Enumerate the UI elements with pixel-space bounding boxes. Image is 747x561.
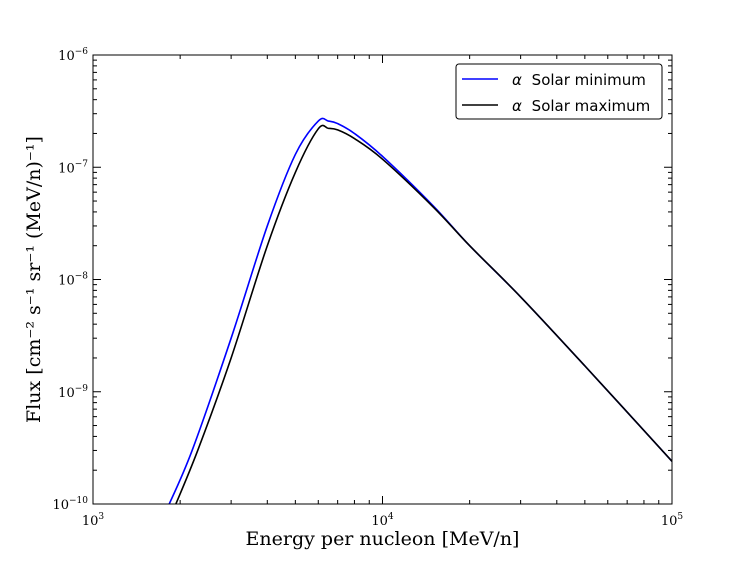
y-tick-label: 10−10 — [52, 496, 88, 513]
legend-text-solar-maximum: Solar maximum — [532, 97, 651, 115]
series-line-solar-maximum — [174, 124, 672, 504]
y-tick-label: 10−7 — [58, 159, 88, 176]
y-tick-label: 10−9 — [58, 384, 88, 401]
x-tick-label: 104 — [371, 512, 394, 529]
legend-label-solar-minimum: α Solar minimum — [512, 71, 646, 89]
y-axis-title: Flux [cm⁻² s⁻¹ sr⁻¹ (MeV/n)⁻¹] — [23, 136, 45, 423]
plot-area — [93, 55, 672, 504]
legend-label-solar-maximum: α Solar maximum — [512, 97, 650, 115]
x-axis-title: Energy per nucleon [MeV/n] — [246, 528, 520, 550]
legend-symbol-solar-minimum: α — [512, 71, 522, 89]
x-tick-label: 103 — [82, 512, 105, 529]
y-tick-label: 10−6 — [58, 47, 88, 64]
legend: α Solar minimum α Solar maximum — [455, 63, 663, 120]
legend-symbol-solar-maximum: α — [512, 97, 522, 115]
legend-box — [455, 63, 663, 120]
x-tick-label: 105 — [661, 512, 684, 529]
legend-text-solar-minimum: Solar minimum — [532, 71, 646, 89]
y-tick-label: 10−8 — [58, 272, 88, 289]
